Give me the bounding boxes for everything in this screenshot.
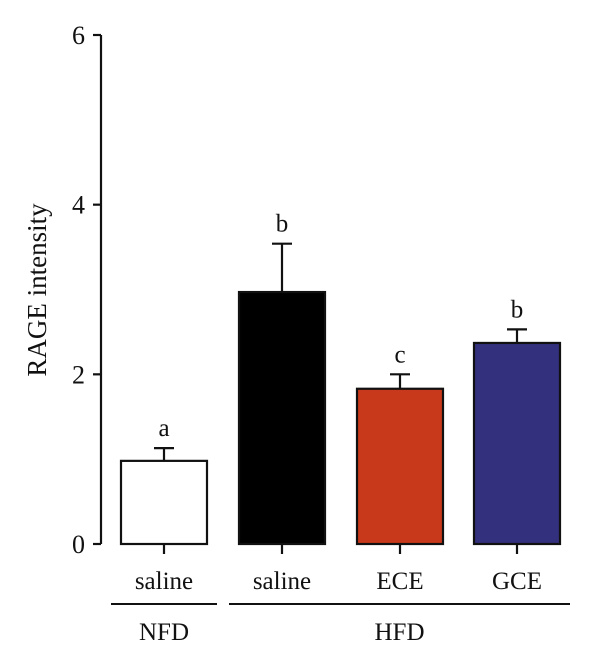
x-axis: saline saline ECE GCE xyxy=(135,544,542,595)
x-tick-label: GCE xyxy=(492,568,542,595)
y-tick-label: 6 xyxy=(72,21,85,50)
y-tick-label: 2 xyxy=(72,360,85,389)
bar xyxy=(472,341,562,546)
bars: a b c b xyxy=(119,211,562,546)
bar xyxy=(119,459,209,546)
y-axis: 0 2 4 6 xyxy=(72,21,103,559)
x-tick-label: ECE xyxy=(376,568,423,595)
x-tick-label: saline xyxy=(253,568,311,595)
significance-label: a xyxy=(158,415,169,442)
significance-label: c xyxy=(394,341,405,368)
significance-label: b xyxy=(511,296,524,323)
group-brackets: NFD HFD xyxy=(111,603,570,646)
y-tick-label: 0 xyxy=(72,530,85,559)
x-tick-label: saline xyxy=(135,568,193,595)
bar xyxy=(237,290,327,546)
group-label: NFD xyxy=(139,619,189,646)
significance-label: b xyxy=(276,211,289,238)
y-axis-label: RAGE intensity xyxy=(22,203,52,377)
bar xyxy=(355,387,445,546)
y-tick-label: 4 xyxy=(72,191,85,220)
group-label: HFD xyxy=(374,619,424,646)
